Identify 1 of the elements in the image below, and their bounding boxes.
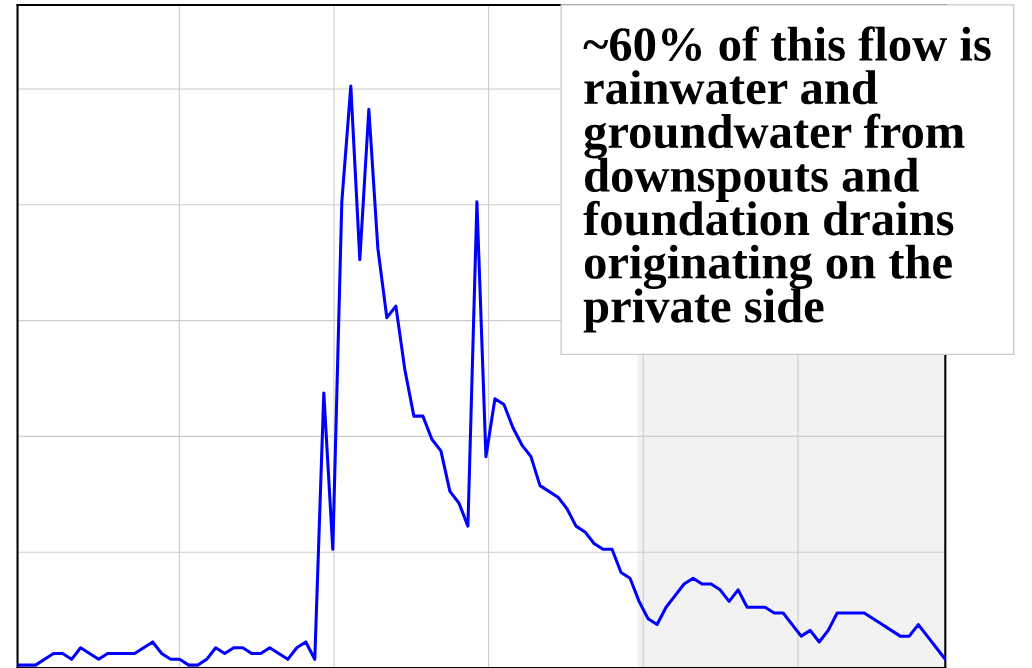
annotation: ~60% of this flow is rainwater and groundwater from downspouts and foundation drains originating on the private side xyxy=(583,26,991,333)
